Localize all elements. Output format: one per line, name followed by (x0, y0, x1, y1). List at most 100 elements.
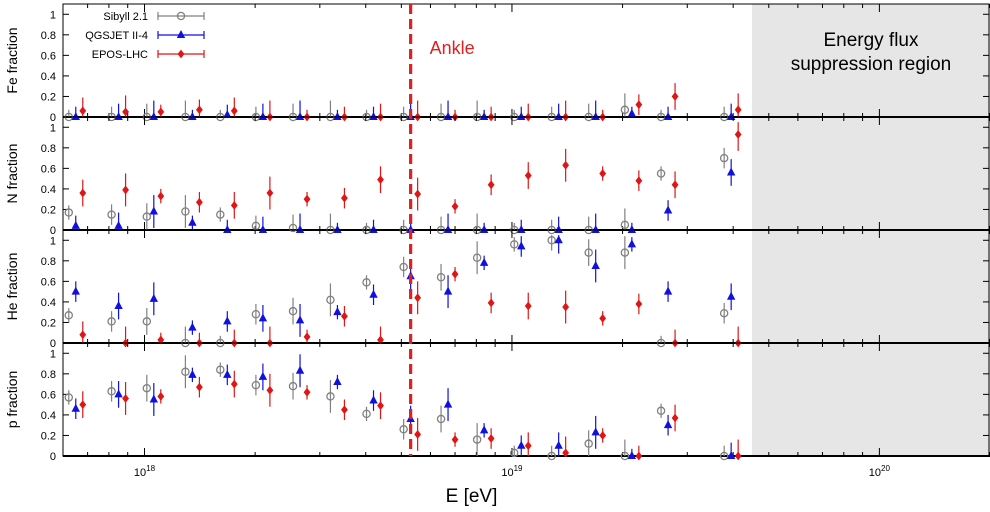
data-point (157, 107, 165, 117)
data-point (656, 406, 666, 416)
y-tick-label: 1 (50, 9, 56, 21)
panels: 0 0.2 0.4 0.6 0.8 1 Fe fraction 0 0.2 0.4 0.6 0.8 1 N… (4, 3, 990, 463)
y-axis-label: p fraction (4, 371, 20, 429)
data-point (64, 208, 74, 217)
data-point (487, 434, 495, 443)
data-point (258, 313, 268, 322)
data-point (414, 430, 422, 439)
data-point (216, 210, 225, 219)
data-point (726, 451, 736, 459)
data-point (524, 301, 532, 311)
data-point (663, 286, 673, 295)
data-point (627, 108, 637, 117)
y-tick-label: 0.8 (41, 30, 56, 42)
data-point (591, 427, 600, 436)
y-tick-label: 0.4 (41, 410, 56, 422)
data-point (517, 241, 526, 250)
data-point (157, 191, 165, 201)
data-point (142, 212, 152, 221)
data-point (71, 220, 80, 229)
y-tick-label: 0.2 (41, 430, 56, 442)
data-point (196, 105, 203, 115)
data-point (369, 395, 378, 404)
suppression-label-line1: Energy flux (823, 30, 919, 51)
data-point (326, 392, 335, 401)
data-point (562, 302, 570, 312)
data-point (188, 369, 197, 378)
legend-marker (176, 11, 186, 21)
data-point (591, 225, 600, 233)
data-point (333, 225, 342, 233)
data-point (554, 112, 563, 120)
data-point (734, 130, 742, 139)
data-point (157, 392, 165, 401)
x-tick-label: 1018 (134, 464, 156, 479)
data-point (288, 306, 298, 316)
data-point (251, 380, 261, 390)
data-point (635, 176, 643, 186)
data-point (479, 225, 489, 233)
data-point (635, 100, 643, 110)
data-point (333, 112, 342, 120)
data-point (64, 393, 74, 402)
data-point (663, 420, 673, 429)
data-point (663, 112, 673, 120)
data-point (303, 387, 311, 397)
x-axis-label: E [eV] (446, 486, 498, 507)
data-point (671, 413, 679, 423)
data-point (719, 153, 729, 163)
data-point (547, 236, 556, 245)
data-point (620, 220, 630, 230)
data-point (122, 185, 129, 195)
y-tick-label: 0.8 (41, 143, 56, 155)
y-tick-label: 0.8 (41, 369, 56, 381)
data-point (554, 225, 563, 233)
data-point (671, 180, 679, 190)
data-point (266, 188, 274, 198)
data-point (258, 112, 268, 120)
data-point (443, 225, 453, 233)
y-tick-label: 0 (50, 225, 56, 237)
data-point (230, 106, 238, 116)
data-point (196, 197, 203, 207)
data-point (599, 169, 607, 178)
data-point (295, 315, 305, 324)
data-point (230, 379, 238, 389)
data-point (114, 301, 123, 310)
data-point (326, 295, 335, 305)
data-point (258, 371, 268, 380)
data-point (79, 330, 87, 340)
data-point (451, 269, 459, 279)
data-point (303, 332, 311, 342)
data-point (671, 92, 679, 101)
data-point (599, 313, 607, 323)
legend-marker (176, 30, 186, 38)
data-point (303, 194, 311, 204)
data-point (181, 367, 190, 377)
y-axis-label: He fraction (4, 253, 20, 321)
y-axis-label: Fe fraction (4, 27, 20, 93)
data-point (510, 448, 519, 458)
data-point (122, 107, 129, 117)
data-point (71, 286, 80, 295)
data-point (266, 385, 274, 395)
data-point (472, 253, 482, 262)
data-point (635, 299, 643, 309)
y-axis-label: N fraction (4, 144, 20, 204)
data-point (517, 112, 526, 120)
data-point (554, 440, 563, 449)
data-point (71, 403, 80, 412)
data-point (149, 394, 159, 403)
data-point (369, 289, 378, 298)
data-point (377, 335, 384, 345)
data-point (719, 451, 729, 461)
y-tick-label: 0.2 (41, 204, 56, 216)
data-point (451, 201, 459, 211)
data-point (251, 309, 261, 319)
data-point (196, 382, 203, 392)
data-point (188, 322, 197, 331)
y-tick-label: 0 (50, 451, 56, 463)
data-point (726, 291, 736, 300)
data-point (627, 225, 637, 233)
